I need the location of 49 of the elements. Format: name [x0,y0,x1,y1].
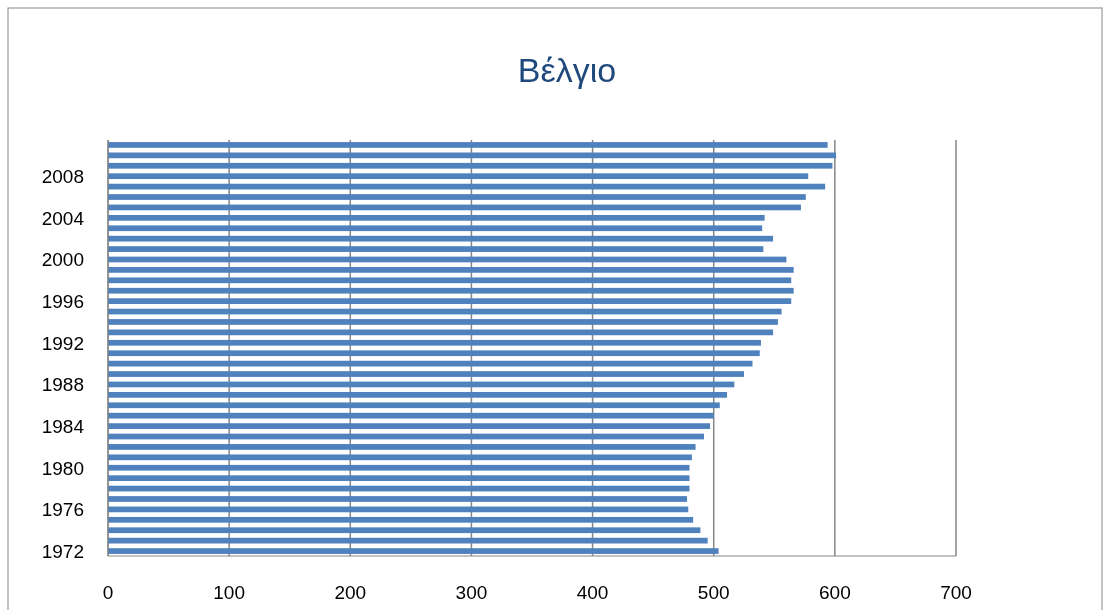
x-tick-label: 100 [213,582,245,603]
bar [108,194,806,200]
bar [108,412,714,419]
y-tick-label: 2000 [41,249,84,271]
x-tick-label: 300 [455,582,488,603]
bar [108,527,701,534]
bar [108,371,744,377]
y-tick-label: 1996 [41,291,84,313]
bar [108,225,763,232]
bar [108,423,711,429]
bar [108,454,692,461]
bar [108,173,809,180]
bar [108,214,765,221]
y-tick-label: 1988 [41,374,84,396]
bar [108,298,792,305]
y-tick-label: 2008 [41,166,84,188]
bar [108,339,761,346]
x-tick-label: 0 [102,582,114,603]
bar [108,537,708,544]
bar [108,444,696,450]
bar [108,246,764,252]
bar [108,277,792,284]
bar [108,350,760,357]
bar [108,548,719,554]
bar [108,162,833,169]
bar [108,402,720,409]
y-tick-label: 1980 [41,457,84,479]
bar [108,319,778,325]
bar [108,152,837,159]
bar [108,516,694,523]
bar [108,496,688,502]
bar [108,142,828,148]
y-tick-label: 2004 [41,207,85,229]
bar [108,392,728,398]
x-tick-label: 600 [819,582,851,603]
y-tick-label: 1976 [41,499,84,521]
y-tick-label: 1984 [41,416,85,438]
bar [108,464,690,471]
bar [108,287,794,294]
x-tick-label: 500 [697,582,730,603]
bar [108,235,774,242]
bar [108,267,794,273]
y-tick-label: 1992 [41,332,84,354]
bar [108,475,690,482]
chart-title: Βέλγιο [517,51,617,89]
x-tick-label: 700 [940,582,972,603]
y-tick-label: 1972 [41,541,84,563]
x-tick-label: 400 [576,582,609,603]
x-tick-label: 200 [334,582,367,603]
